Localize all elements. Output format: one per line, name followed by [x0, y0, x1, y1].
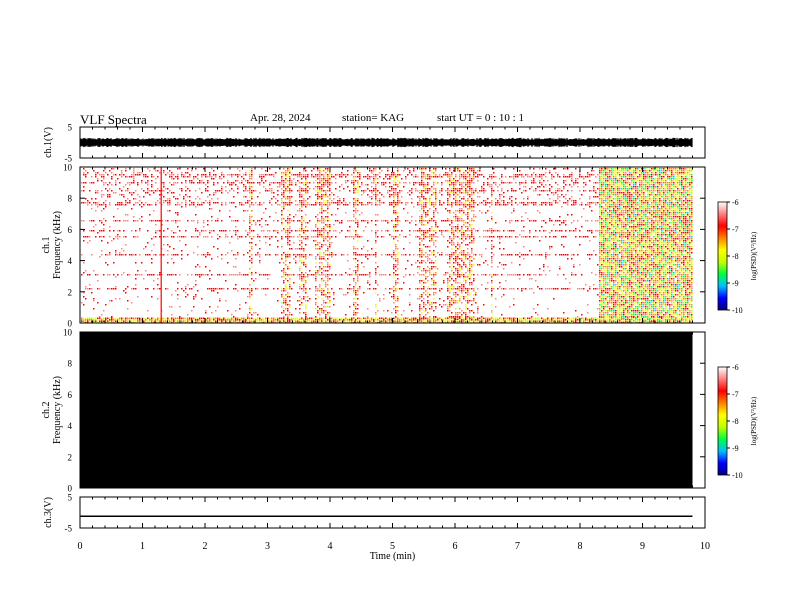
colorbar-tick-label: -7	[732, 390, 739, 399]
date-label: Apr. 28, 2024	[250, 112, 311, 124]
spectrogram-pixels	[599, 168, 693, 322]
y-tick-label: -5	[65, 524, 73, 534]
panel-ch3-waveform: 5 -5 ch.3(V) 0 1 2 3 4 5 6 7 8 9 10 Time (min)	[43, 493, 710, 563]
ch2-spectrogram-fill	[80, 332, 693, 488]
x-tick-label: 8	[578, 541, 583, 552]
colorbar-ch2: -6 -7 -8 -9 -10 log(PSD)(V²/Hz)	[717, 363, 758, 480]
spectrogram-pixels	[81, 168, 693, 324]
colorbar-tick-label: -10	[732, 471, 743, 480]
y-axis-label: ch.3(V)	[43, 497, 54, 528]
y-tick-label: -5	[65, 154, 73, 164]
x-tick-label: 5	[390, 541, 395, 552]
x-tick-label: 2	[203, 541, 208, 552]
y-tick-label: 10	[63, 163, 73, 173]
colorbar-tick-label: -9	[732, 444, 739, 453]
colorbar-tick-label: -6	[732, 198, 739, 207]
y-tick-label: 0	[68, 319, 73, 329]
colorbar-tick-label: -7	[732, 225, 739, 234]
ch1-waveform-trace	[80, 137, 693, 148]
y-tick-label: 8	[68, 359, 73, 369]
x-tick-label: 4	[328, 541, 333, 552]
y-tick-label: 4	[68, 421, 73, 431]
y-tick-label: 2	[68, 452, 73, 462]
colorbar-ch1: -6 -7 -8 -9 -10 log(PSD)(V²/Hz)	[717, 198, 758, 315]
chart-title: VLF Spectra	[80, 112, 147, 127]
colorbar-gradient	[717, 201, 728, 311]
x-tick-label: 10	[700, 541, 710, 552]
colorbar-gradient	[717, 366, 728, 476]
y-axis-label: Frequency (kHz)	[52, 376, 63, 444]
y-tick-label: 10	[63, 328, 73, 338]
x-tick-label: 3	[265, 541, 270, 552]
x-tick-label: 1	[140, 541, 145, 552]
x-axis-label: Time (min)	[370, 551, 415, 562]
colorbar-label: log(PSD)(V²/Hz)	[750, 231, 758, 280]
colorbar-label: log(PSD)(V²/Hz)	[750, 396, 758, 445]
colorbar-tick-label: -9	[732, 279, 739, 288]
spectrogram-pixels	[81, 168, 693, 324]
panel-ch2-spectrogram: 0 2 4 6 8 10 ch.2 Frequency (kHz)	[41, 328, 706, 494]
x-tick-label: 6	[453, 541, 458, 552]
y-axis-label: ch.1	[41, 237, 52, 254]
panel-ch1-waveform: 5 -5 ch.1(V)	[43, 123, 706, 164]
spectrogram-pixels	[81, 168, 693, 322]
spectrogram-pixels	[601, 168, 693, 320]
y-axis-label: ch.1(V)	[43, 127, 54, 158]
y-axis-label: ch.2	[41, 402, 52, 419]
panel-ch1-spectrogram: 0 2 4 6 8 10 ch.1 Frequency (kHz)	[41, 163, 706, 329]
y-axis-label: Frequency (kHz)	[52, 211, 63, 279]
x-tick-label: 7	[515, 541, 520, 552]
y-tick-label: 2	[68, 287, 73, 297]
y-tick-label: 6	[68, 225, 73, 235]
y-tick-label: 0	[68, 484, 73, 494]
y-tick-label: 5	[68, 493, 73, 503]
y-tick-label: 6	[68, 390, 73, 400]
colorbar-tick-label: -6	[732, 363, 739, 372]
y-tick-label: 5	[68, 123, 73, 133]
x-tick-label: 9	[640, 541, 645, 552]
colorbar-tick-label: -8	[732, 252, 739, 261]
start-time-label: start UT = 0 : 10 : 1	[437, 112, 524, 124]
y-tick-label: 8	[68, 194, 73, 204]
y-tick-label: 4	[68, 256, 73, 266]
station-label: station= KAG	[342, 112, 405, 124]
colorbar-tick-label: -8	[732, 417, 739, 426]
ch1-spectrogram-area	[81, 167, 693, 324]
x-tick-label: 0	[78, 541, 83, 552]
spectrogram-pixels	[81, 168, 693, 324]
colorbar-tick-label: -10	[732, 306, 743, 315]
